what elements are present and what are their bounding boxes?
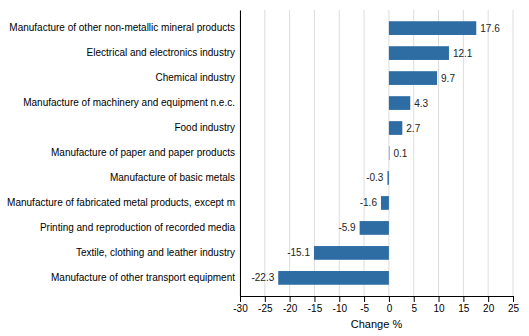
tick-label: -20 <box>283 303 298 314</box>
tick-label: -5 <box>360 303 369 314</box>
tick: 25 <box>508 296 520 314</box>
tick: 5 <box>411 296 417 314</box>
data-label: -1.6 <box>360 197 378 208</box>
tick: Manufacture of other transport equipment <box>51 272 240 283</box>
tick: Manufacture of machinery and equipment n… <box>23 97 240 108</box>
bar <box>389 46 449 60</box>
bar <box>360 221 389 235</box>
tick-mark <box>314 296 315 302</box>
bar <box>278 271 389 285</box>
grid-line <box>264 10 265 296</box>
tick: Manufacture of basic metals <box>110 172 240 183</box>
tick-label: Food industry <box>174 122 235 133</box>
grid <box>240 10 513 296</box>
data-label: 2.7 <box>406 123 420 134</box>
data-labels: -22.3 -15.1 -5.9 -1.6 -0.3 0.1 2.7 4.3 9.7 12.1 17… <box>251 23 500 284</box>
bar <box>389 121 402 135</box>
bar <box>387 171 388 185</box>
tick-label: -25 <box>258 303 273 314</box>
tick: Textile, clothing and leather industry <box>76 247 240 258</box>
tick-mark <box>414 296 415 302</box>
chart: -30 -25 -20 -15 -10 -5 0 5 10 15 20 25 Manufacture o… <box>0 0 529 336</box>
grid-line <box>513 10 514 296</box>
data-label: 0.1 <box>393 148 407 159</box>
tick: -25 <box>258 296 273 314</box>
tick-mark <box>265 296 266 302</box>
grid-line <box>488 10 489 296</box>
tick: Manufacture of other non-metallic minera… <box>9 22 240 33</box>
tick: Food industry <box>174 122 240 133</box>
tick-label: 5 <box>411 303 417 314</box>
bar <box>381 196 389 210</box>
tick: Manufacture of fabricated metal products… <box>7 197 240 208</box>
grid-line <box>240 10 241 296</box>
data-label: -15.1 <box>287 247 310 258</box>
tick: 15 <box>458 296 470 314</box>
tick: 0 <box>387 296 393 314</box>
tick-label: 20 <box>483 303 495 314</box>
x-axis: -30 -25 -20 -15 -10 -5 0 5 10 15 20 25 <box>233 296 519 314</box>
tick-label: 10 <box>433 303 445 314</box>
data-label: 12.1 <box>453 48 473 59</box>
tick-mark <box>364 296 365 302</box>
tick-label: Printing and reproduction of recorded me… <box>40 222 236 233</box>
data-label: -0.3 <box>366 172 384 183</box>
tick-label: 15 <box>458 303 470 314</box>
tick: -15 <box>308 296 323 314</box>
tick: -5 <box>360 296 369 314</box>
bar <box>388 146 389 160</box>
tick-mark <box>488 296 489 302</box>
tick-label: Manufacture of other transport equipment <box>51 272 235 283</box>
data-label: 9.7 <box>441 73 455 84</box>
tick: -30 <box>233 296 248 314</box>
tick: -10 <box>333 296 348 314</box>
tick-label: 0 <box>387 303 393 314</box>
tick-label: -15 <box>308 303 323 314</box>
bar <box>389 21 476 35</box>
bar <box>389 71 437 85</box>
tick-mark <box>513 296 514 302</box>
tick-mark <box>339 296 340 302</box>
tick-mark <box>463 296 464 302</box>
data-label: 4.3 <box>414 98 428 109</box>
data-label: -22.3 <box>251 272 274 283</box>
tick-label: Electrical and electronics industry <box>87 47 235 58</box>
tick-label: 25 <box>508 303 520 314</box>
tick: Manufacture of paper and paper products <box>51 147 240 158</box>
tick-mark <box>290 296 291 302</box>
plot: -30 -25 -20 -15 -10 -5 0 5 10 15 20 25 Manufacture o… <box>7 10 519 314</box>
x-axis-title: Change % <box>351 318 403 330</box>
tick-label: Chemical industry <box>156 72 235 83</box>
tick: 20 <box>483 296 495 314</box>
bar <box>389 96 410 110</box>
tick-label: Manufacture of paper and paper products <box>51 147 235 158</box>
tick-label: Manufacture of basic metals <box>110 172 235 183</box>
tick: -20 <box>283 296 298 314</box>
tick-label: Manufacture of machinery and equipment n… <box>23 97 235 108</box>
tick-mark <box>389 296 390 302</box>
tick-label: -10 <box>333 303 348 314</box>
tick-mark <box>240 296 241 302</box>
bar <box>314 246 389 260</box>
data-label: -5.9 <box>338 222 356 233</box>
tick-label: -30 <box>233 303 248 314</box>
tick-mark <box>439 296 440 302</box>
data-label: 17.6 <box>480 23 500 34</box>
tick-label: Textile, clothing and leather industry <box>76 247 235 258</box>
bars <box>278 21 476 285</box>
y-axis: Manufacture of other transport equipment… <box>7 11 240 297</box>
tick-label: Manufacture of fabricated metal products… <box>7 197 235 208</box>
axis-line <box>241 297 514 303</box>
tick: Chemical industry <box>156 72 240 83</box>
tick: 10 <box>433 296 445 314</box>
tick: Printing and reproduction of recorded me… <box>40 222 240 233</box>
axis-line <box>240 11 241 297</box>
tick: Electrical and electronics industry <box>87 47 240 58</box>
tick-label: Manufacture of other non-metallic minera… <box>9 22 235 33</box>
